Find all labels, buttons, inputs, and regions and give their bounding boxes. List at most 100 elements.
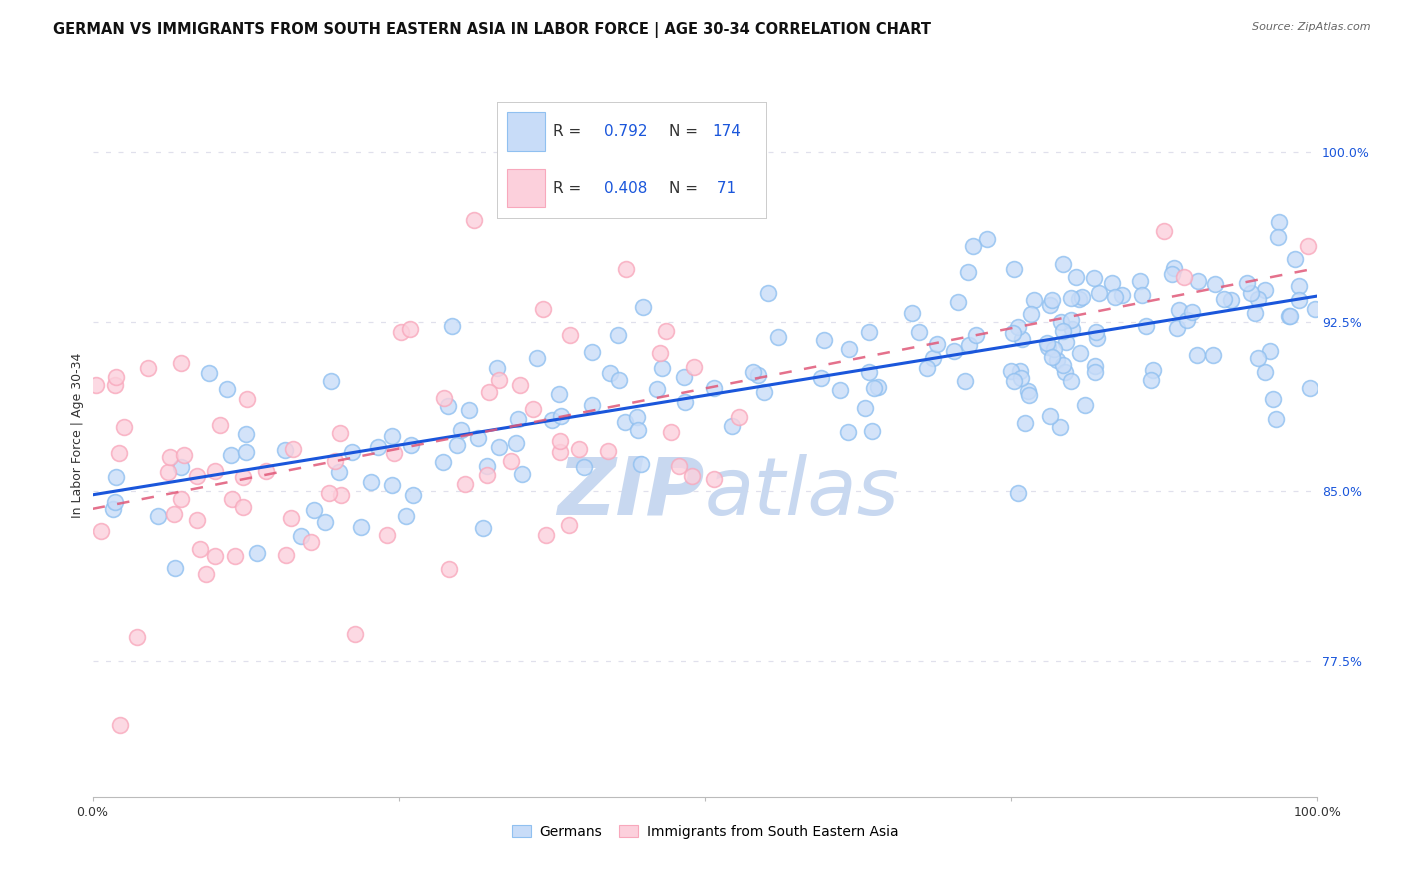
Point: [108, 446, 131, 460]
Point: [475, 458, 498, 473]
Point: [104, 369, 127, 384]
Point: [1036, 340, 1059, 354]
Point: [866, 380, 889, 394]
Point: [1088, 285, 1111, 300]
Point: [1014, 416, 1036, 430]
Point: [367, 441, 389, 455]
Point: [195, 567, 218, 582]
Point: [1040, 293, 1063, 307]
Point: [630, 457, 652, 471]
Point: [235, 445, 257, 459]
Point: [862, 381, 884, 395]
Point: [104, 494, 127, 508]
Point: [747, 368, 769, 383]
Point: [534, 528, 557, 542]
Point: [1298, 381, 1320, 395]
Point: [224, 549, 246, 563]
Point: [360, 475, 382, 490]
Point: [1187, 274, 1209, 288]
Point: [488, 373, 510, 387]
Point: [581, 345, 603, 359]
Point: [1070, 290, 1092, 304]
Point: [163, 507, 186, 521]
Point: [838, 343, 860, 357]
Point: [1060, 375, 1083, 389]
Point: [170, 491, 193, 506]
Point: [1002, 261, 1025, 276]
Point: [170, 460, 193, 475]
Point: [485, 360, 508, 375]
Point: [581, 398, 603, 412]
Point: [101, 502, 124, 516]
Point: [1239, 285, 1261, 300]
Point: [948, 295, 970, 310]
Point: [290, 529, 312, 543]
Point: [510, 467, 533, 481]
Point: [953, 374, 976, 388]
Point: [721, 418, 744, 433]
Point: [1236, 277, 1258, 291]
Point: [381, 478, 404, 492]
Point: [661, 425, 683, 440]
Point: [756, 286, 779, 301]
Point: [752, 384, 775, 399]
Point: [1265, 412, 1288, 426]
Point: [962, 238, 984, 252]
Point: [1278, 310, 1301, 324]
Point: [1175, 313, 1198, 327]
Point: [1168, 302, 1191, 317]
Point: [283, 442, 305, 456]
Point: [399, 438, 422, 452]
Point: [221, 492, 243, 507]
Point: [1185, 348, 1208, 362]
Point: [668, 458, 690, 473]
Point: [236, 392, 259, 406]
Point: [1007, 486, 1029, 500]
Point: [463, 212, 485, 227]
Point: [1085, 331, 1108, 345]
Point: [1303, 302, 1326, 317]
Point: [1018, 388, 1040, 402]
Point: [1050, 315, 1073, 329]
Point: [402, 488, 425, 502]
Point: [439, 562, 461, 576]
Point: [274, 548, 297, 562]
Point: [813, 333, 835, 347]
Point: [645, 382, 668, 396]
Point: [572, 459, 595, 474]
Point: [399, 322, 422, 336]
Point: [1288, 293, 1310, 307]
Point: [1074, 399, 1097, 413]
Point: [1244, 306, 1267, 320]
Point: [548, 445, 571, 459]
Point: [163, 560, 186, 574]
Point: [703, 381, 725, 395]
Point: [1111, 288, 1133, 302]
Point: [1040, 350, 1063, 364]
Point: [568, 442, 591, 457]
Point: [531, 302, 554, 317]
Point: [1039, 409, 1062, 424]
Point: [1084, 325, 1107, 339]
Point: [550, 409, 572, 424]
Point: [1010, 363, 1032, 377]
Point: [943, 343, 966, 358]
Point: [457, 402, 479, 417]
Point: [232, 470, 254, 484]
Point: [1129, 274, 1152, 288]
Point: [186, 513, 208, 527]
Point: [1052, 257, 1074, 271]
Point: [509, 377, 531, 392]
Point: [254, 464, 277, 478]
Point: [1173, 270, 1195, 285]
Point: [1083, 270, 1105, 285]
Y-axis label: In Labor Force | Age 30-34: In Labor Force | Age 30-34: [72, 352, 84, 517]
Point: [235, 427, 257, 442]
Point: [703, 471, 725, 485]
Point: [112, 419, 135, 434]
Point: [1011, 332, 1033, 346]
Point: [828, 384, 851, 398]
Point: [1053, 365, 1076, 379]
Point: [475, 467, 498, 482]
Point: [1019, 307, 1042, 321]
